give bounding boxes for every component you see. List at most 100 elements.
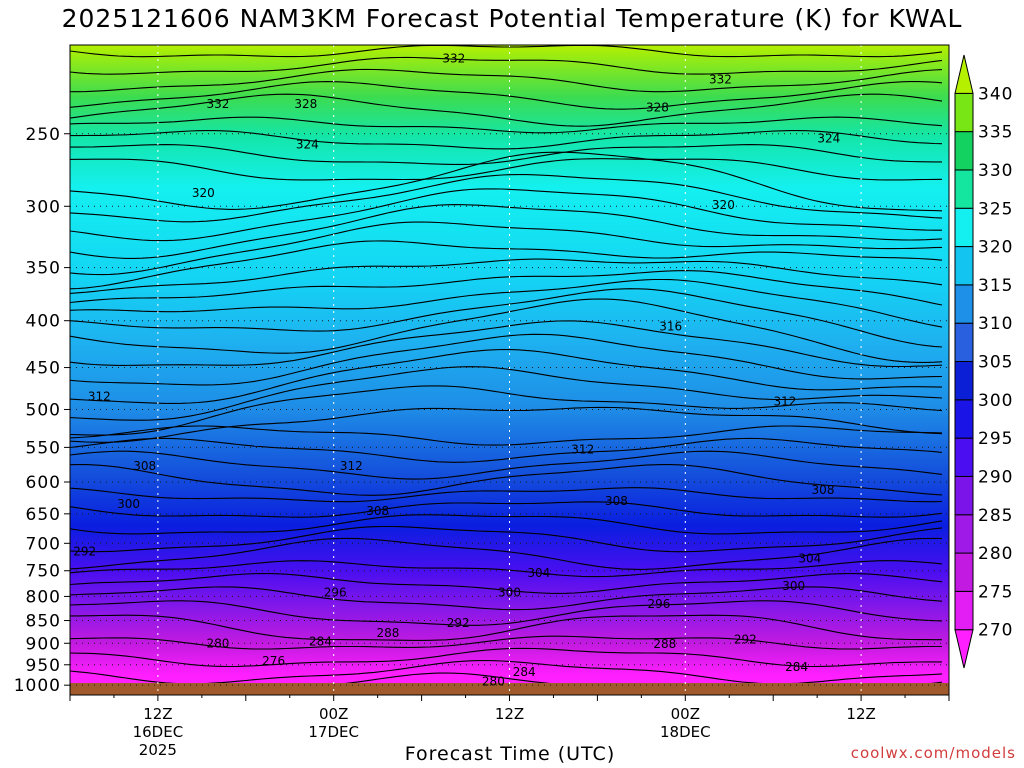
contour-label: 304: [798, 551, 821, 565]
y-tick-label: 500: [26, 400, 61, 420]
y-tick-label: 600: [26, 473, 61, 493]
contour-label: 328: [294, 97, 317, 111]
isoline: [70, 258, 943, 294]
isoline: [70, 116, 943, 134]
pressure-axis: 2503003504004505005506006507007508008509…: [14, 125, 70, 696]
isoline: [70, 635, 942, 650]
x-tick-label: 2025: [139, 741, 177, 759]
colorbar-label: 330: [978, 161, 1013, 181]
colorbar-segment: [954, 54, 974, 94]
isoline: [70, 151, 943, 212]
contour-label: 320: [712, 198, 735, 212]
colorbar-label: 300: [978, 391, 1013, 411]
colorbar-segment: [954, 629, 974, 669]
isoline: [70, 333, 943, 386]
contour-label: 316: [659, 320, 682, 334]
isoline: [70, 56, 943, 75]
isoline: [70, 221, 943, 276]
isoline: [70, 81, 943, 110]
isoline: [70, 487, 943, 503]
contour-label: 308: [133, 459, 156, 473]
isoline: [70, 425, 943, 446]
y-tick-label: 650: [26, 505, 61, 525]
isoline: [70, 93, 943, 127]
contour-label: 296: [324, 585, 347, 599]
contour-label: 308: [605, 494, 628, 508]
contour-label: 328: [646, 100, 669, 114]
isoline: [70, 348, 943, 404]
colorbar-segment: [954, 437, 974, 477]
isoline: [70, 525, 943, 553]
colorbar-segment: [954, 92, 974, 133]
colorbar-label: 270: [978, 621, 1013, 641]
colorbar-label: 290: [978, 467, 1013, 487]
chart-title: 2025121606 NAM3KM Forecast Potential Tem…: [61, 4, 963, 33]
contour-label: 304: [527, 566, 550, 580]
x-tick-label: 12Z: [143, 705, 172, 723]
contour-label: 324: [296, 138, 319, 152]
contour-label: 284: [513, 665, 536, 679]
isoline: [70, 573, 943, 594]
colorbar-segment: [954, 514, 974, 554]
contour-label: 292: [447, 616, 470, 630]
x-tick-label: 12Z: [846, 705, 875, 723]
isoline: [70, 501, 943, 518]
contour-label: 312: [571, 443, 594, 457]
isoline: [70, 45, 943, 58]
contour-label: 292: [73, 545, 96, 559]
contour-label: 300: [782, 579, 805, 593]
isoline: [70, 298, 943, 363]
x-tick-label: 00Z: [319, 705, 348, 723]
contour-label: 332: [442, 52, 465, 66]
y-tick-label: 900: [26, 634, 61, 654]
contour-label: 308: [812, 483, 835, 497]
colorbar-label: 275: [978, 582, 1013, 602]
colorbar-segment: [954, 475, 974, 516]
contour-label: 332: [709, 72, 732, 86]
colorbar-label: 320: [978, 238, 1013, 258]
colorbar-segment: [954, 552, 974, 592]
isoline: [70, 288, 943, 348]
grid-lines: [70, 45, 949, 695]
isoline: [70, 240, 943, 290]
colorbar-segment: [954, 246, 974, 286]
isoline: [70, 278, 943, 328]
isoline: [70, 270, 943, 306]
isoline: [70, 406, 943, 443]
contour-label: 284: [309, 634, 332, 648]
contour-label: 284: [785, 660, 808, 674]
isoline: [70, 385, 943, 436]
y-tick-label: 400: [26, 312, 61, 332]
isoline: [70, 672, 943, 695]
contour-label: 276: [262, 654, 285, 668]
contour-label: 312: [340, 459, 363, 473]
colorbar-segment: [954, 590, 974, 631]
credit-link[interactable]: coolwx.com/models: [850, 744, 1016, 762]
isoline: [70, 586, 943, 611]
colorbar-segment: [954, 399, 974, 439]
colorbar-label: 295: [978, 429, 1013, 449]
isoline: [70, 366, 943, 421]
isoline: [70, 320, 943, 368]
isoline: [70, 144, 942, 165]
contour-label: 320: [192, 186, 215, 200]
colorbar-label: 285: [978, 506, 1013, 526]
colorbar-label: 335: [978, 123, 1013, 143]
colorbar-segment: [954, 361, 974, 401]
y-tick-label: 300: [26, 197, 61, 217]
colorbar-label: 325: [978, 199, 1013, 219]
contour-labels: 332 332 328 332 328 324 324 320 320 316 312 312 312 3…: [73, 52, 840, 689]
y-tick-label: 550: [26, 438, 61, 458]
contour-label: 300: [117, 497, 140, 511]
y-tick-label: 700: [26, 534, 61, 554]
colorbar-segment: [954, 131, 974, 171]
colorbar-label: 315: [978, 276, 1013, 296]
contour-label: 300: [498, 585, 521, 599]
colorbar-segment: [954, 322, 974, 362]
isoline: [70, 450, 943, 480]
isoline: [70, 647, 942, 668]
isoline: [70, 560, 943, 578]
contour-label: 312: [88, 390, 111, 404]
isoline: [70, 437, 943, 463]
contour-label: 332: [207, 97, 230, 111]
